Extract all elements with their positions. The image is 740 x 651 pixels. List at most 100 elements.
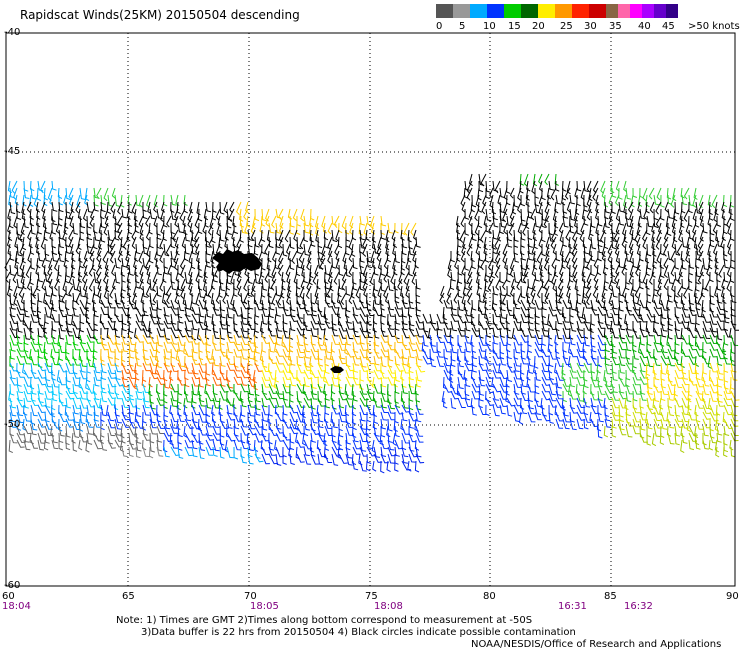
wind-barb (681, 376, 690, 386)
wind-barb (184, 362, 193, 374)
wind-barb (44, 390, 52, 400)
wind-barb (142, 432, 151, 441)
wind-barb (77, 271, 83, 283)
wind-barb (658, 222, 663, 235)
wind-barb (254, 236, 260, 248)
wind-barb (93, 285, 99, 297)
wind-barb (135, 404, 142, 418)
wind-barb (128, 369, 136, 380)
wind-barb (543, 257, 550, 271)
wind-barb (330, 390, 335, 402)
wind-barb (632, 376, 640, 386)
wind-barb (191, 446, 198, 458)
wind-barb (37, 348, 43, 359)
wind-barb (576, 369, 585, 379)
wind-barb (516, 278, 522, 291)
wind-barb (721, 278, 726, 290)
wind-barb (383, 271, 389, 283)
wind-barb (207, 285, 214, 299)
wind-barb (398, 271, 403, 284)
wind-barb (573, 208, 578, 222)
wind-barb (120, 292, 125, 304)
wind-barb (625, 271, 630, 285)
wind-barb (254, 404, 261, 416)
wind-barb (51, 243, 58, 255)
wind-barb (142, 390, 149, 403)
wind-barb (588, 201, 593, 214)
wind-barb (506, 306, 514, 316)
wind-barb (85, 306, 90, 320)
wind-barb (491, 236, 497, 250)
wind-barb (608, 278, 613, 291)
wind-barb (614, 271, 620, 284)
wind-barb (286, 285, 291, 299)
wind-barb (118, 243, 123, 256)
wind-barb (569, 222, 575, 234)
wind-barb (653, 411, 661, 422)
wind-barb (601, 292, 606, 304)
wind-barb (625, 404, 631, 417)
wind-barb (539, 271, 545, 283)
wind-barb (78, 250, 83, 263)
wind-barb (9, 201, 16, 215)
wind-barb (289, 313, 299, 323)
wind-barb (365, 432, 371, 444)
wind-barb (380, 369, 388, 379)
wind-barb (261, 313, 268, 325)
wind-barb (653, 390, 660, 402)
wind-barb (253, 348, 258, 362)
wind-barb (78, 439, 83, 451)
wind-barb (197, 383, 202, 397)
wind-barb (191, 390, 197, 404)
wind-barb (345, 334, 352, 346)
wind-barb (321, 243, 326, 257)
wind-barb (61, 292, 67, 304)
wind-barb (667, 292, 673, 303)
wind-barb (494, 180, 501, 194)
wind-barb (583, 355, 592, 365)
colorbar-label: 30 (584, 21, 597, 32)
wind-barb (338, 376, 343, 389)
wind-barb (240, 418, 248, 428)
wind-barb (509, 208, 515, 221)
wind-barb (708, 201, 713, 216)
wind-barb (460, 194, 466, 207)
wind-barb (651, 236, 656, 251)
wind-barb (30, 222, 36, 235)
wind-barb (352, 257, 358, 270)
wind-barb (198, 376, 204, 388)
wind-barb (373, 446, 381, 458)
wind-barb (674, 369, 683, 379)
colorbar-swatch (521, 4, 538, 18)
wind-barb (69, 215, 74, 229)
wind-barb (142, 299, 148, 313)
wind-barb (709, 271, 714, 283)
wind-barb (702, 439, 709, 450)
wind-barb (205, 411, 210, 425)
wind-barb (457, 390, 466, 400)
wind-barb (215, 208, 221, 221)
wind-barb (568, 236, 573, 250)
wind-barb (98, 236, 103, 250)
wind-barb (286, 292, 291, 305)
wind-barb (82, 257, 88, 269)
wind-barb (335, 229, 340, 242)
wind-barb (716, 376, 723, 388)
wind-barb (450, 271, 456, 282)
wind-barb (30, 439, 39, 449)
wind-barb (65, 383, 74, 395)
wind-barb (564, 187, 571, 200)
wind-barb (678, 264, 683, 278)
wind-barb (492, 390, 500, 401)
wind-barb (618, 320, 626, 331)
colorbar-label: 0 (436, 21, 443, 32)
wind-barb (681, 390, 691, 401)
wind-barb (394, 425, 400, 438)
wind-barb (660, 355, 671, 366)
wind-barb (621, 236, 627, 248)
wind-barb (530, 208, 536, 221)
wind-barb (183, 222, 188, 236)
wind-barb (401, 460, 411, 471)
wind-barb (590, 341, 597, 353)
wind-barb (68, 194, 74, 207)
